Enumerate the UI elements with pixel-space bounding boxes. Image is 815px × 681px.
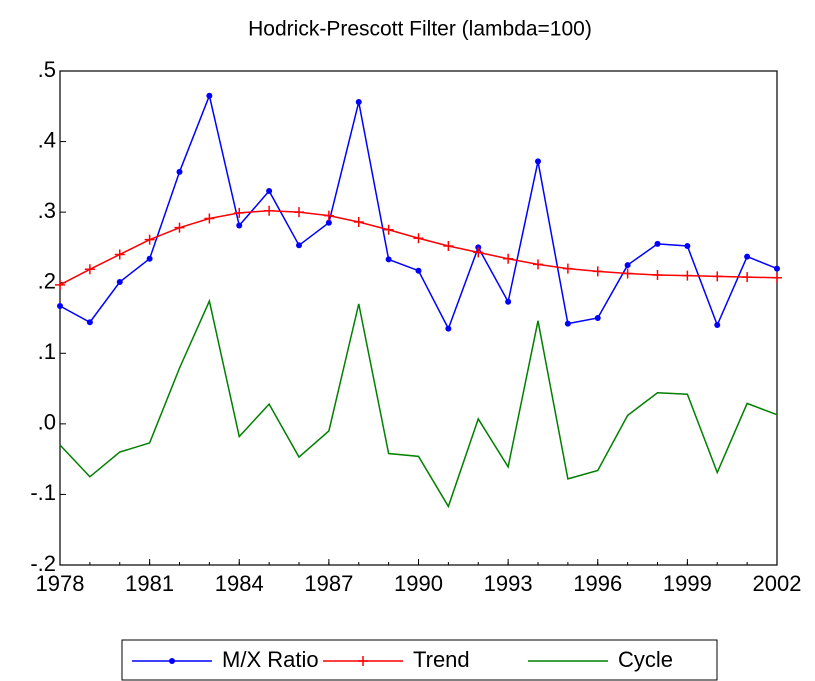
point (682, 270, 693, 281)
point (146, 255, 153, 262)
point (533, 259, 543, 270)
point (473, 247, 484, 258)
point (684, 243, 691, 250)
point (383, 224, 394, 235)
y-tick-label: .0 (38, 410, 56, 435)
plot-frame (59, 70, 778, 566)
point (742, 272, 753, 283)
x-tick-label: 1987 (304, 571, 353, 596)
point (624, 262, 631, 269)
point (294, 207, 304, 218)
point (774, 265, 780, 272)
point (592, 266, 603, 277)
point (204, 213, 215, 224)
legend-label: M/X Ratio (222, 647, 319, 672)
point (594, 315, 601, 321)
point (562, 263, 573, 274)
legend-label: Cycle (618, 647, 673, 672)
legend-marker (358, 656, 368, 666)
series-line (59, 298, 778, 509)
point (712, 271, 723, 282)
point (443, 241, 454, 252)
y-tick-label: -.2 (30, 551, 56, 576)
point (353, 217, 364, 228)
x-tick-label: 1984 (215, 571, 264, 596)
point (505, 298, 512, 305)
chart-title: Hodrick-Prescott Filter (lambda=100) (248, 18, 592, 41)
legend-box (121, 639, 718, 681)
point (57, 303, 63, 310)
point (176, 168, 183, 175)
point (55, 279, 65, 290)
x-tick-label: 1990 (394, 571, 443, 596)
point (206, 92, 213, 99)
y-tick-label: .1 (38, 339, 56, 364)
x-tick-label: 2002 (753, 571, 802, 596)
point (415, 267, 422, 274)
point (116, 279, 123, 286)
point (234, 207, 245, 218)
point (652, 269, 663, 280)
point (654, 240, 661, 247)
point (86, 319, 93, 326)
series-line (59, 93, 778, 331)
point (174, 222, 185, 233)
point (503, 253, 514, 264)
point (266, 187, 273, 194)
point (325, 219, 332, 226)
point (535, 158, 541, 165)
x-tick-label: 1996 (573, 571, 622, 596)
point (323, 210, 334, 221)
point (236, 222, 243, 229)
y-tick-label: .2 (38, 269, 56, 294)
x-tick-label: 1993 (484, 571, 533, 596)
point (445, 325, 452, 332)
x-tick-label: 1999 (663, 571, 712, 596)
y-tick-label: .5 (38, 57, 56, 82)
y-tick-label: .4 (38, 127, 56, 152)
legend-marker (169, 658, 175, 664)
point (385, 256, 392, 263)
point (264, 205, 275, 216)
point (714, 322, 721, 329)
point (772, 272, 782, 283)
y-tick-label: -.1 (30, 480, 56, 505)
point (296, 242, 302, 249)
point (413, 233, 424, 244)
point (114, 249, 125, 260)
point (144, 234, 155, 245)
x-tick-label: 1978 (36, 571, 85, 596)
legend-label: Trend (413, 647, 470, 672)
point (564, 320, 571, 327)
point (84, 264, 95, 275)
x-tick-label: 1981 (125, 571, 174, 596)
y-tick-label: .3 (38, 198, 56, 223)
point (622, 268, 633, 279)
point (355, 99, 362, 106)
point (744, 253, 751, 260)
